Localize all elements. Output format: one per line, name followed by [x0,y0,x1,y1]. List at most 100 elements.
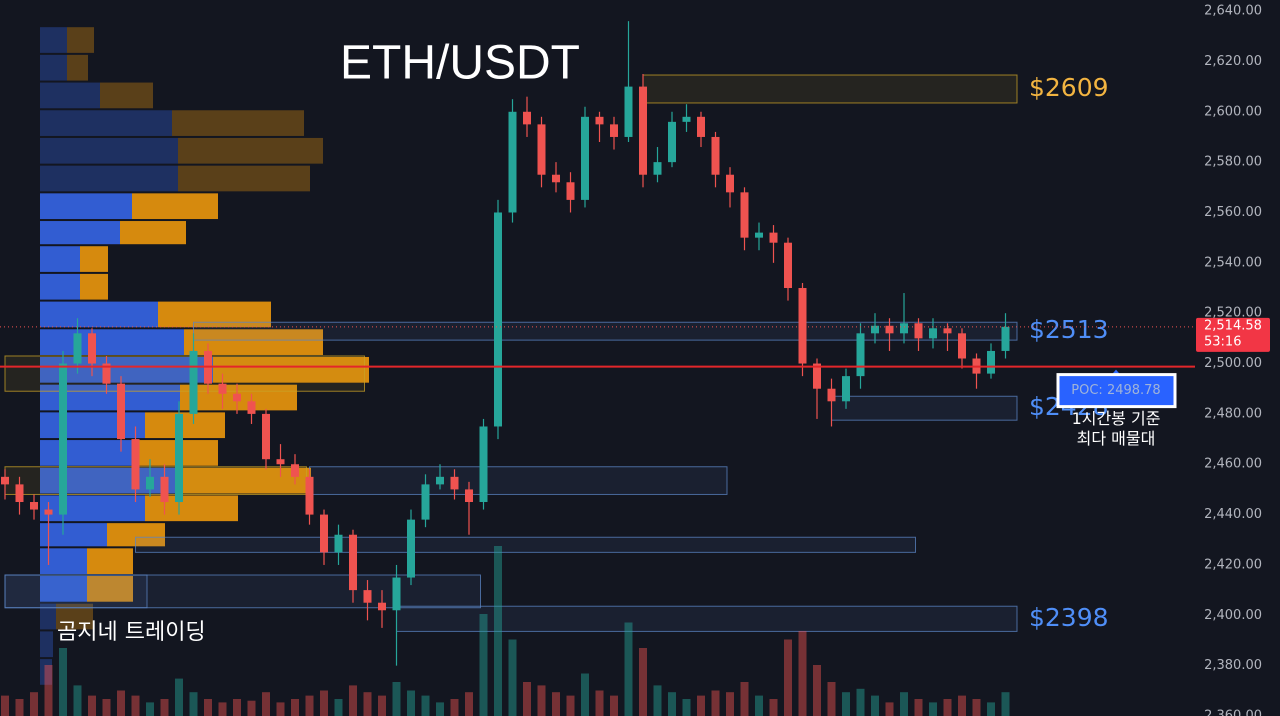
profile-buy-bar [40,221,120,245]
profile-buy-bar [40,165,178,192]
profile-buy-bar [40,356,213,383]
candle-body [769,232,778,243]
candle-body [610,124,618,137]
volume-bar [450,699,459,716]
candle-body [320,514,328,553]
candle-body [784,242,792,289]
profile-sell-bar [80,273,108,300]
volume-bar [943,699,952,716]
candle-body [117,383,125,440]
candle-body [146,476,154,490]
profile-buy-bar [40,412,145,439]
volume-bar [436,702,444,716]
volume-bar [59,648,67,716]
profile-buy-bar [40,523,107,547]
y-tick-label: 2,620.00 [1204,54,1262,69]
price-zone [309,466,728,495]
candle-body [479,426,488,503]
profile-sell-bar [67,27,94,53]
volume-bar [392,682,401,716]
volume-bar [653,685,662,716]
volume-bar [218,702,227,716]
volume-bar [827,682,836,716]
watermark: 곰지네 트레이딩 [57,620,206,645]
volume-bar [73,685,82,716]
candle-body [552,174,560,183]
volume-bar [247,700,256,716]
candle-body [943,328,952,334]
candle-body [160,476,169,503]
candle-body [813,363,821,389]
profile-sell-bar [87,576,133,602]
profile-sell-bar [178,137,323,164]
candle-body [842,376,850,402]
volume-bar [378,695,386,716]
zone-label: $2609 [1029,73,1109,102]
candle-body [523,111,531,125]
candle-body [334,534,343,553]
candle-body [682,116,691,122]
profile-buy-bar [40,137,178,164]
profile-sell-bar [172,110,304,136]
candle-body [987,350,995,374]
volume-bar [871,695,879,716]
candle-body [494,212,502,427]
volume-bar [204,699,212,716]
volume-bar [30,692,38,716]
candle-body [407,519,415,578]
candle-body [189,350,198,414]
price-zone [4,355,365,392]
volume-bar [1,695,9,716]
volume-bar [15,699,24,716]
y-tick-label: 2,480.00 [1204,406,1262,421]
volume-bar [102,699,111,716]
candle-body [233,393,241,402]
profile-sell-bar [178,467,311,494]
profile-buy-bar [40,110,172,136]
chart-title: ETH/USDT [340,37,580,90]
candle-body [871,325,879,334]
profile-sell-bar [100,82,153,109]
y-tick-label: 2,380.00 [1204,658,1262,673]
price-zone [4,574,148,609]
volume-bar [958,695,966,716]
candle-body [929,328,937,339]
poc-box [1056,373,1177,409]
candle-body [276,459,285,465]
volume-bar [117,690,125,716]
price-zone [4,466,307,495]
profile-buy-bar [40,495,145,522]
volume-bar [711,690,720,716]
candle-body [15,484,24,503]
candle-body [740,192,749,238]
profile-buy-bar [40,659,52,685]
volume-bar [44,665,53,716]
price-zone [396,605,1018,632]
candle-body [856,333,865,377]
candle-body [755,232,763,238]
volume-bar [175,678,183,716]
candle-body [827,388,836,402]
candle-body [88,333,96,364]
price-zone [135,536,916,553]
volume-bar [566,695,575,716]
candle-body [450,476,459,490]
profile-buy-bar [40,603,56,630]
candle-body [595,116,604,125]
volume-bar [740,682,749,716]
candle-body [247,401,256,414]
profile-buy-bar [40,273,80,300]
y-tick-label: 2,420.00 [1204,557,1262,572]
y-tick-label: 2,460.00 [1204,457,1262,472]
profile-sell-bar [213,356,369,383]
y-tick-label: 2,520.00 [1204,306,1262,321]
zone-label: $2398 [1029,603,1109,632]
candle-body [566,182,575,200]
candle-body [44,509,53,515]
profile-buy-bar [40,27,67,53]
candle-body [653,162,662,175]
candle-body [73,333,82,364]
volume-bar [334,699,343,716]
y-tick-label: 2,360.00 [1204,709,1262,716]
volume-bar [900,692,908,716]
